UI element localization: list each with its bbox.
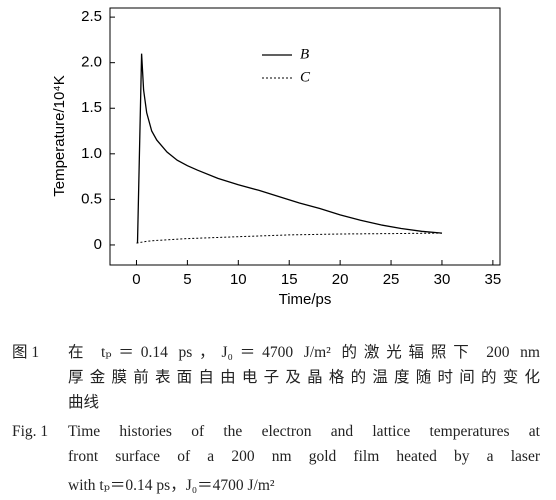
- x-tick-label: 20: [332, 271, 349, 288]
- legend-label: B: [300, 46, 309, 62]
- caption-line: front surface of a 200 nm gold film heat…: [68, 448, 540, 465]
- y-tick-label: 1.5: [81, 99, 102, 116]
- x-tick-label: 35: [485, 271, 502, 288]
- x-axis-label: Time/ps: [279, 291, 332, 308]
- caption-label: 图 1: [12, 344, 40, 361]
- plot-frame: [109, 7, 501, 266]
- y-tick-label: 2.5: [81, 8, 102, 25]
- x-tick-label: 10: [230, 271, 247, 288]
- y-tick-label: 2.0: [81, 54, 102, 71]
- y-tick-label: 0: [94, 236, 102, 253]
- y-axis-label: Temperature/10⁴K: [51, 75, 68, 197]
- y-tick-label: 1.0: [81, 145, 102, 162]
- caption-line: 曲线: [68, 394, 100, 411]
- x-tick-label: 0: [132, 271, 140, 288]
- x-tick-label: 30: [434, 271, 451, 288]
- series-line: [136, 232, 443, 244]
- x-tick-label: 5: [183, 271, 191, 288]
- y-tick-label: 0.5: [81, 190, 102, 207]
- chart: Time/ps Temperature/10⁴K 0 5 10 15 20 25 30 35 0…: [51, 7, 502, 308]
- caption-line: 厚金膜前表面自由电子及晶格的温度随时间的变化: [68, 369, 540, 386]
- x-tick-label: 15: [281, 271, 298, 288]
- x-tick-label: 25: [383, 271, 400, 288]
- caption-line: Time histories of the electron and latti…: [68, 423, 540, 440]
- caption-line: 在 tₚ＝0.14 ps，J₀＝4700 J/m² 的激光辐照下 200 nm: [68, 344, 540, 361]
- legend-label: C: [300, 69, 311, 85]
- caption-label: Fig. 1: [12, 423, 49, 440]
- caption-line: with tₚ＝0.14 ps，J₀＝4700 J/m²: [68, 477, 275, 494]
- series-line: [136, 53, 443, 244]
